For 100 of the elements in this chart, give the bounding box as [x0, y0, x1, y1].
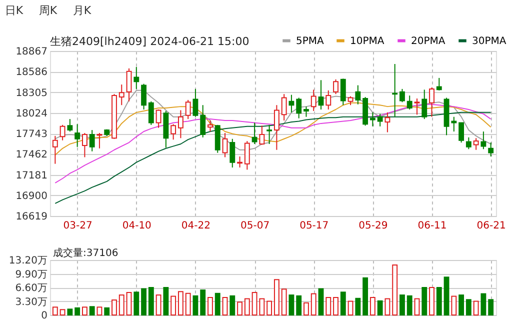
- legend-label: 5PMA: [296, 36, 324, 47]
- bar: [141, 288, 146, 316]
- candlestick: [148, 100, 154, 126]
- y-tick-label: 0: [41, 310, 48, 322]
- candlestick: [451, 116, 457, 132]
- candlestick: [60, 124, 66, 141]
- bar: [451, 296, 457, 316]
- bar: [458, 294, 464, 316]
- legend-label: 10PMA: [350, 36, 384, 47]
- bar: [266, 300, 272, 316]
- candlestick: [252, 122, 258, 144]
- candlestick: [82, 132, 88, 158]
- candlestick: [118, 84, 124, 106]
- legend-label: 20PMA: [411, 36, 446, 47]
- bar: [170, 296, 176, 316]
- candlestick: [296, 97, 302, 119]
- candlestick: [414, 98, 420, 116]
- bar: [178, 291, 184, 316]
- bar: [214, 292, 220, 316]
- bar: [192, 295, 198, 316]
- bar: [480, 293, 486, 316]
- y-tick-label: 18305: [16, 88, 48, 99]
- y-tick-label: 13.20万: [8, 256, 48, 266]
- bar: [348, 300, 354, 316]
- candlestick: [52, 135, 58, 164]
- candlestick: [392, 63, 398, 118]
- y-tick-label: 6.60万: [15, 283, 48, 294]
- text: 周K: [38, 4, 58, 17]
- candlestick: [333, 78, 338, 95]
- candlestick: [141, 83, 146, 110]
- candlestick: [310, 89, 316, 112]
- candlestick: [384, 112, 390, 133]
- candlestick: [244, 140, 250, 170]
- bar: [466, 299, 472, 316]
- candlestick: [466, 136, 472, 150]
- bar: [362, 277, 368, 316]
- x-tick-label: 06-21: [476, 220, 506, 232]
- bar: [436, 287, 442, 316]
- bar: [392, 264, 398, 316]
- bar: [156, 294, 162, 316]
- bar: [52, 306, 58, 316]
- bar: [429, 287, 434, 316]
- x-tick-label: 04-10: [122, 220, 152, 232]
- bar: [473, 300, 479, 316]
- bar: [281, 288, 287, 316]
- y-tick-label: 16619: [16, 212, 48, 222]
- candlestick: [192, 88, 198, 118]
- candlestick: [458, 122, 464, 144]
- bar: [67, 308, 73, 316]
- x-tick-label: 05-17: [300, 220, 329, 232]
- candlestick: [436, 77, 442, 91]
- x-tick-label: 04-22: [181, 220, 210, 232]
- candlestick: [156, 109, 162, 128]
- bar: [422, 287, 428, 316]
- chart-title: 生猪2409[lh2409] 2024-06-21 15:00: [50, 35, 250, 48]
- candlestick: [318, 80, 324, 110]
- bar: [288, 294, 294, 316]
- x-tick-label: 06-11: [418, 220, 447, 232]
- bar: [333, 297, 338, 316]
- bar: [377, 300, 383, 316]
- bar: [400, 294, 405, 316]
- text: 日K: [4, 4, 24, 17]
- bar: [304, 302, 309, 316]
- y-tick-label: 18024: [16, 108, 48, 120]
- x-tick-label: 03-27: [63, 220, 92, 232]
- candlestick: [288, 94, 294, 113]
- candlestick: [170, 124, 176, 140]
- bar: [355, 298, 361, 316]
- candlestick: [266, 124, 272, 144]
- bar: [60, 309, 66, 316]
- candlestick: [178, 110, 184, 139]
- bar: [406, 295, 412, 316]
- bar: [444, 276, 450, 316]
- y-tick-label: 18867: [16, 46, 48, 58]
- candlestick: [281, 94, 287, 122]
- candlestick: [340, 78, 346, 106]
- bar: [126, 292, 132, 316]
- bar: [163, 287, 169, 316]
- y-tick-label: 18586: [16, 67, 48, 78]
- candlestick: [274, 104, 280, 150]
- x-tick-label: 05-29: [358, 220, 388, 232]
- bar: [200, 290, 206, 316]
- candlestick: [67, 118, 73, 132]
- candlestick: [185, 99, 191, 120]
- bar: [134, 292, 140, 316]
- candlestick: [126, 68, 132, 102]
- candlestick: [473, 138, 479, 150]
- candlestick: [406, 95, 412, 110]
- candlestick: [208, 120, 213, 132]
- y-tick-label: 17743: [16, 129, 48, 140]
- y-tick-label: 16900: [16, 190, 48, 202]
- bar: [89, 306, 95, 316]
- bar: [208, 297, 213, 316]
- candlestick: [422, 89, 428, 120]
- bar: [118, 294, 124, 316]
- bar: [414, 298, 420, 316]
- candlestick: [370, 112, 376, 127]
- bar: [326, 297, 332, 316]
- y-tick-label: 17181: [16, 170, 48, 182]
- bar: [112, 300, 117, 316]
